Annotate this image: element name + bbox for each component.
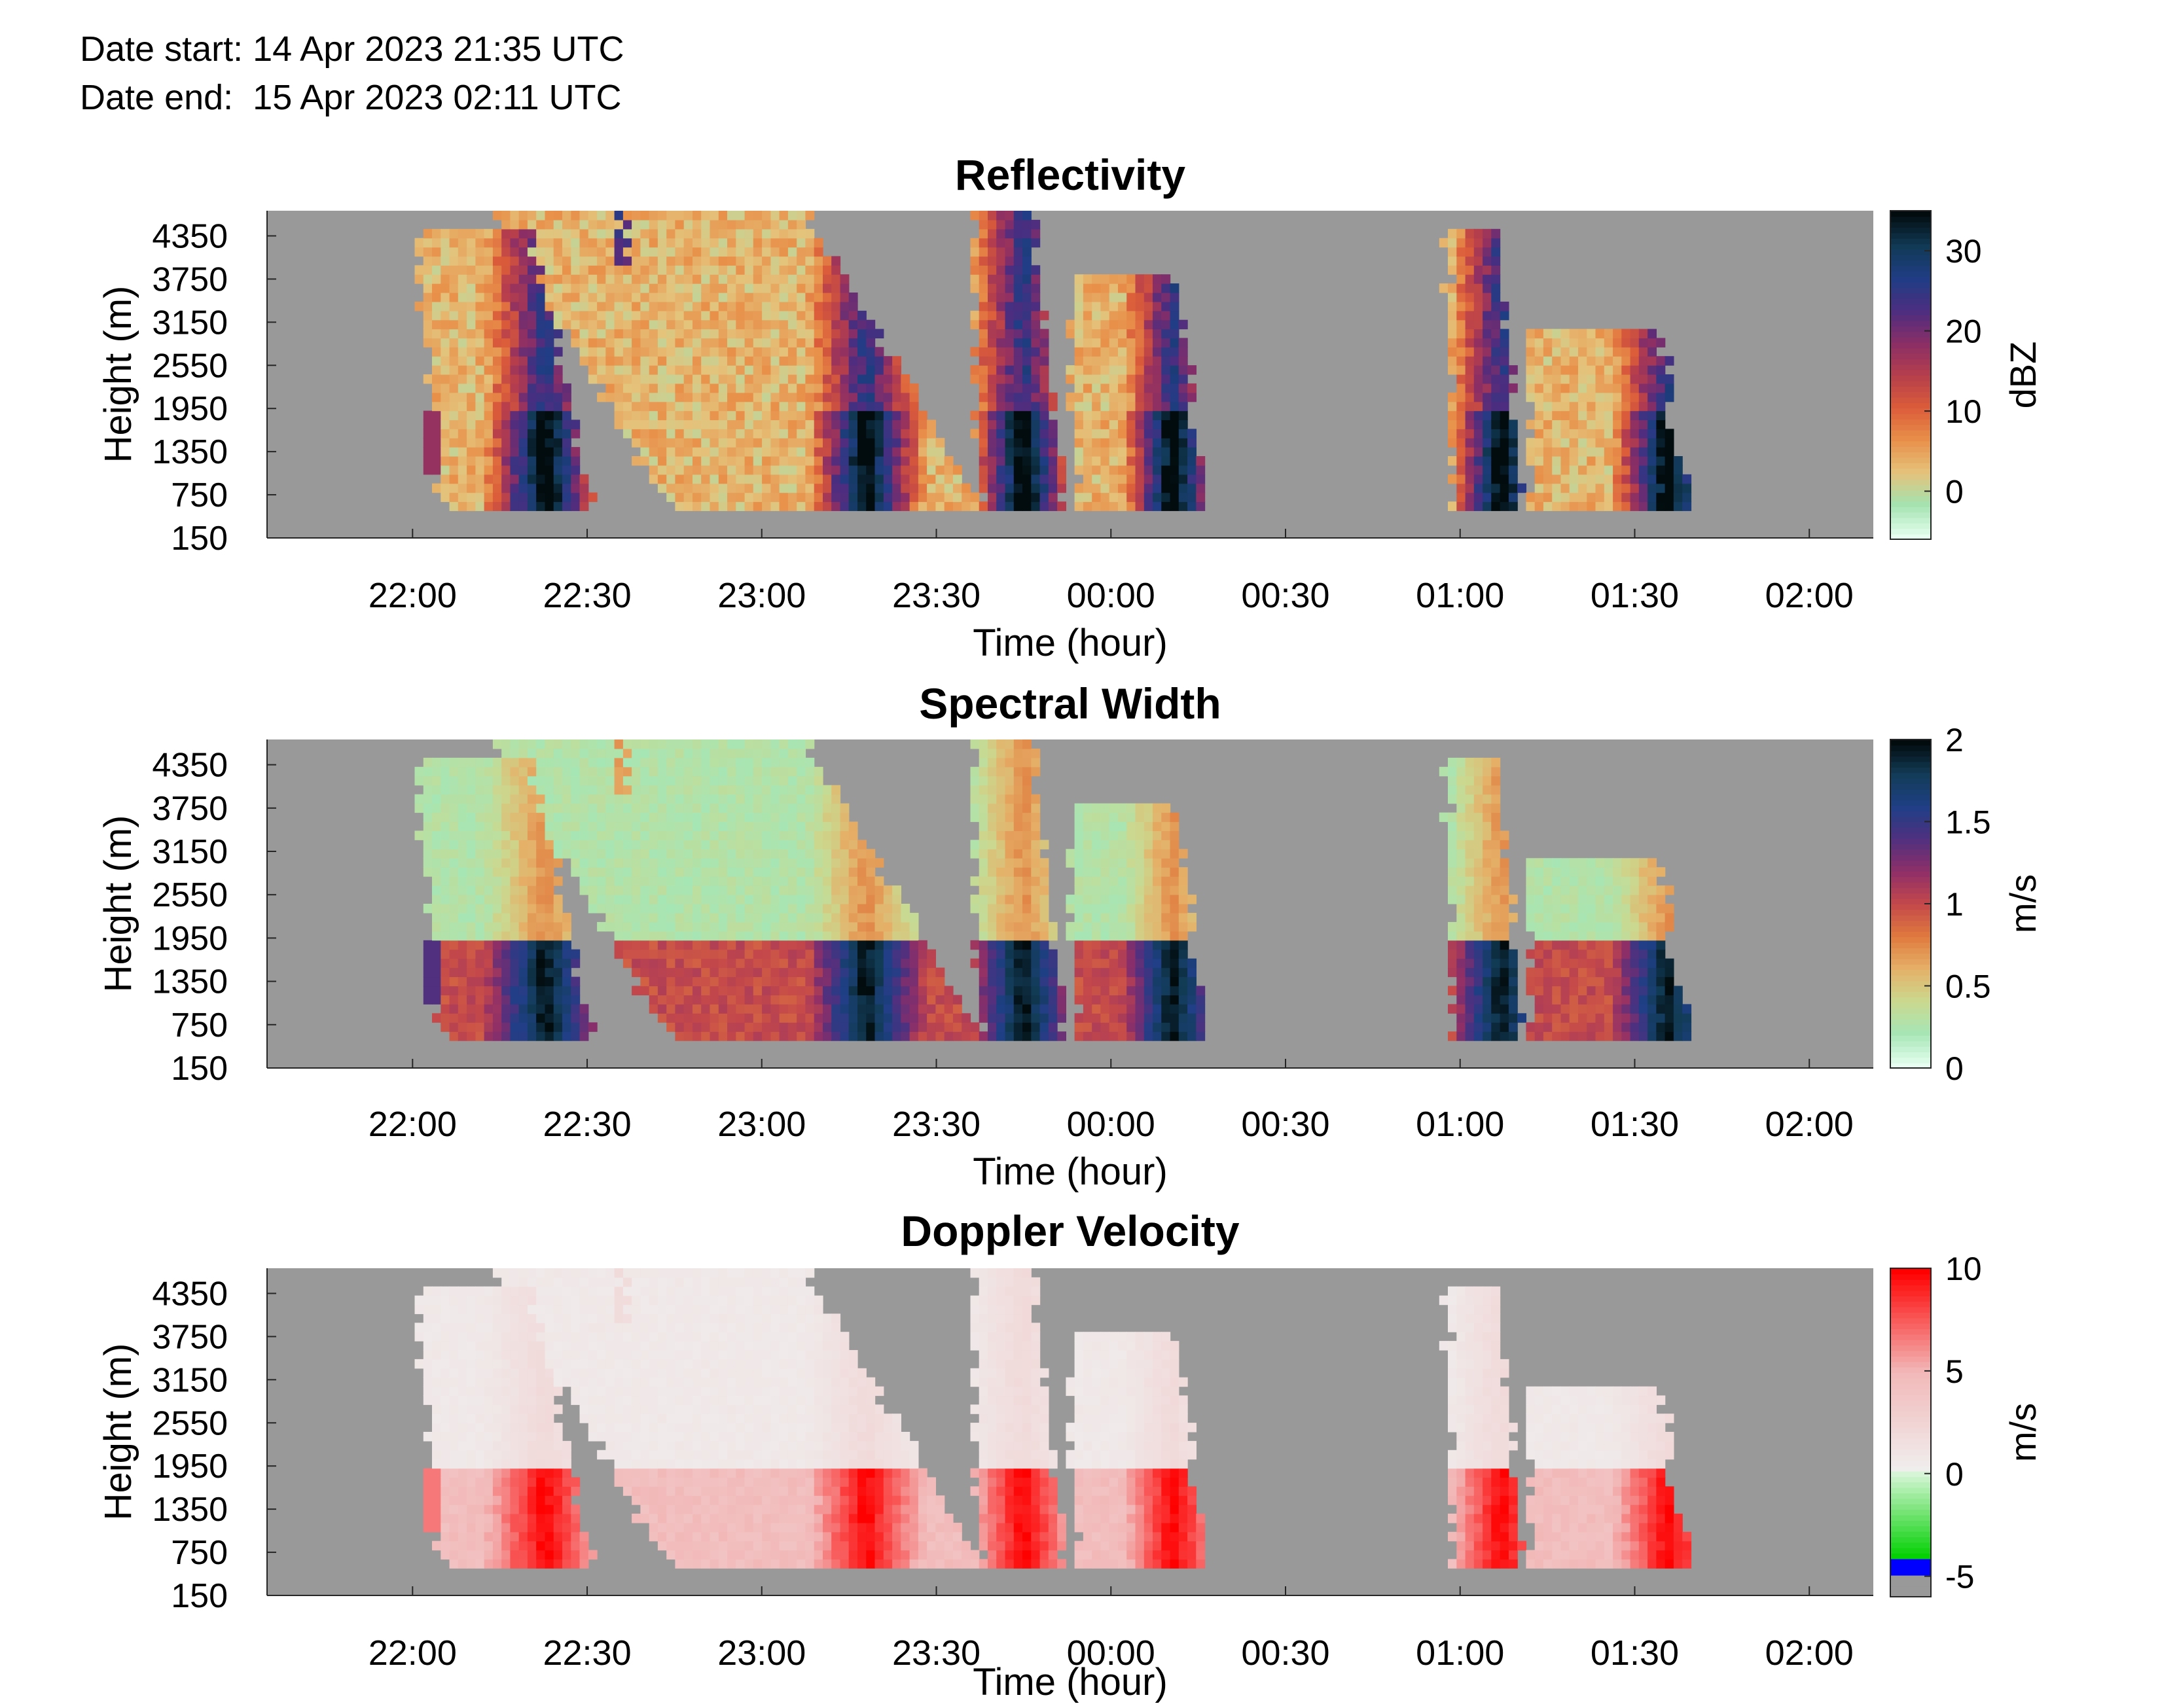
- date-start-label: Date start: 14 Apr 2023 21:35 UTC: [80, 29, 624, 69]
- x-tick-label: 00:00: [1067, 1105, 1155, 1144]
- colorbar-tick-label: 0.5: [1945, 969, 1991, 1005]
- chart-title: Doppler Velocity: [901, 1207, 1239, 1255]
- x-tick-label: 22:00: [369, 576, 457, 615]
- chart-title: Spectral Width: [919, 679, 1221, 728]
- y-tick-label: 1950: [152, 390, 228, 428]
- colorbar-tick-label: 30: [1945, 233, 1982, 270]
- x-tick-label: 01:30: [1591, 1105, 1679, 1144]
- heatmap-0-cells: [414, 211, 1692, 511]
- colorbar-tick-label: 10: [1945, 393, 1982, 430]
- x-tick-label: 00:30: [1241, 576, 1329, 615]
- x-tick-label: 22:30: [543, 1633, 631, 1673]
- y-tick-label: 1350: [152, 963, 228, 1001]
- chart-title: Reflectivity: [955, 151, 1185, 199]
- y-tick-label: 2550: [152, 1404, 228, 1442]
- colorbar-label: dBZ: [2002, 342, 2043, 409]
- x-tick-label: 23:30: [892, 576, 981, 615]
- heatmap-1-cells: [414, 739, 1692, 1041]
- y-axis-label: Height (m): [97, 815, 139, 993]
- colorbar-tick-label: 20: [1945, 313, 1982, 350]
- y-tick-label: 750: [171, 476, 228, 514]
- y-tick-label: 2550: [152, 347, 228, 385]
- x-tick-label: 00:30: [1241, 1105, 1329, 1144]
- colorbar: 0 10 20 30 dBZ: [1890, 210, 2043, 540]
- y-axis-label: Height (m): [97, 286, 139, 463]
- colorbar-tick-label: -5: [1945, 1559, 1974, 1595]
- x-tick-label: 22:30: [543, 1105, 631, 1144]
- y-tick-label: 3750: [152, 790, 228, 828]
- x-tick-label: 23:00: [717, 1105, 806, 1144]
- x-tick-label: 23:30: [892, 1633, 981, 1673]
- x-tick-label: 00:30: [1241, 1633, 1329, 1673]
- x-axis-label: Time (hour): [973, 622, 1168, 664]
- y-tick-label: 4350: [152, 217, 228, 255]
- x-tick-label: 22:00: [369, 1105, 457, 1144]
- x-tick-label: 01:30: [1591, 1633, 1679, 1673]
- date-header: Date start: 14 Apr 2023 21:35 UTC Date e…: [80, 25, 624, 122]
- x-tick-label: 00:00: [1067, 1633, 1155, 1673]
- y-tick-label: 1950: [152, 919, 228, 957]
- colorbar-frame: [1890, 1268, 1932, 1597]
- colorbar-tick-label: 1: [1945, 886, 1964, 923]
- y-tick-label: 150: [171, 1050, 228, 1088]
- x-tick-label: 22:30: [543, 576, 631, 615]
- y-tick-label: 150: [171, 1577, 228, 1615]
- y-tick-label: 3750: [152, 260, 228, 298]
- x-tick-label: 01:00: [1416, 1633, 1504, 1673]
- y-tick-label: 3150: [152, 833, 228, 871]
- y-tick-label: 4350: [152, 747, 228, 785]
- colorbar-label: m/s: [2002, 1403, 2043, 1462]
- x-axis-label: Time (hour): [973, 1150, 1168, 1193]
- colorbar-tick-label: 2: [1945, 722, 1964, 758]
- colorbar-tick-label: 0: [1945, 474, 1964, 510]
- x-tick-label: 22:00: [369, 1633, 457, 1673]
- y-tick-label: 3150: [152, 1361, 228, 1399]
- x-tick-label: 02:00: [1765, 1633, 1854, 1673]
- y-tick-label: 750: [171, 1006, 228, 1044]
- x-tick-label: 23:00: [717, 576, 806, 615]
- colorbar: -5 0 5 10 m/s: [1890, 1251, 2043, 1597]
- y-tick-label: 1350: [152, 433, 228, 471]
- heatmap-2-cells: [414, 1268, 1692, 1569]
- y-tick-label: 3750: [152, 1318, 228, 1356]
- x-axis-label: Time (hour): [973, 1661, 1168, 1703]
- y-tick-label: 750: [171, 1534, 228, 1572]
- y-axis-label: Height (m): [97, 1343, 139, 1521]
- x-tick-label: 01:00: [1416, 576, 1504, 615]
- x-tick-label: 23:30: [892, 1105, 981, 1144]
- x-tick-label: 00:00: [1067, 576, 1155, 615]
- colorbar-tick-label: 1.5: [1945, 804, 1991, 841]
- colorbar-tick-label: 10: [1945, 1251, 1982, 1287]
- colorbar-label: m/s: [2002, 874, 2043, 933]
- x-tick-label: 02:00: [1765, 576, 1854, 615]
- x-tick-label: 23:00: [717, 1633, 806, 1673]
- x-tick-label: 01:00: [1416, 1105, 1504, 1144]
- x-tick-label: 02:00: [1765, 1105, 1854, 1144]
- y-tick-label: 2550: [152, 876, 228, 914]
- colorbar-tick-label: 5: [1945, 1353, 1964, 1390]
- colorbar-tick-label: 0: [1945, 1050, 1964, 1087]
- y-tick-label: 1950: [152, 1448, 228, 1486]
- colorbar-frame: [1890, 210, 1932, 540]
- colorbar-tick-label: 0: [1945, 1456, 1964, 1493]
- y-tick-label: 150: [171, 520, 228, 558]
- y-tick-label: 4350: [152, 1275, 228, 1313]
- y-tick-label: 1350: [152, 1491, 228, 1529]
- x-tick-label: 01:30: [1591, 576, 1679, 615]
- date-end-label: Date end: 15 Apr 2023 02:11 UTC: [80, 78, 622, 117]
- colorbar: 0 0.5 1 1.5 2 m/s: [1890, 722, 2043, 1087]
- y-tick-label: 3150: [152, 304, 228, 342]
